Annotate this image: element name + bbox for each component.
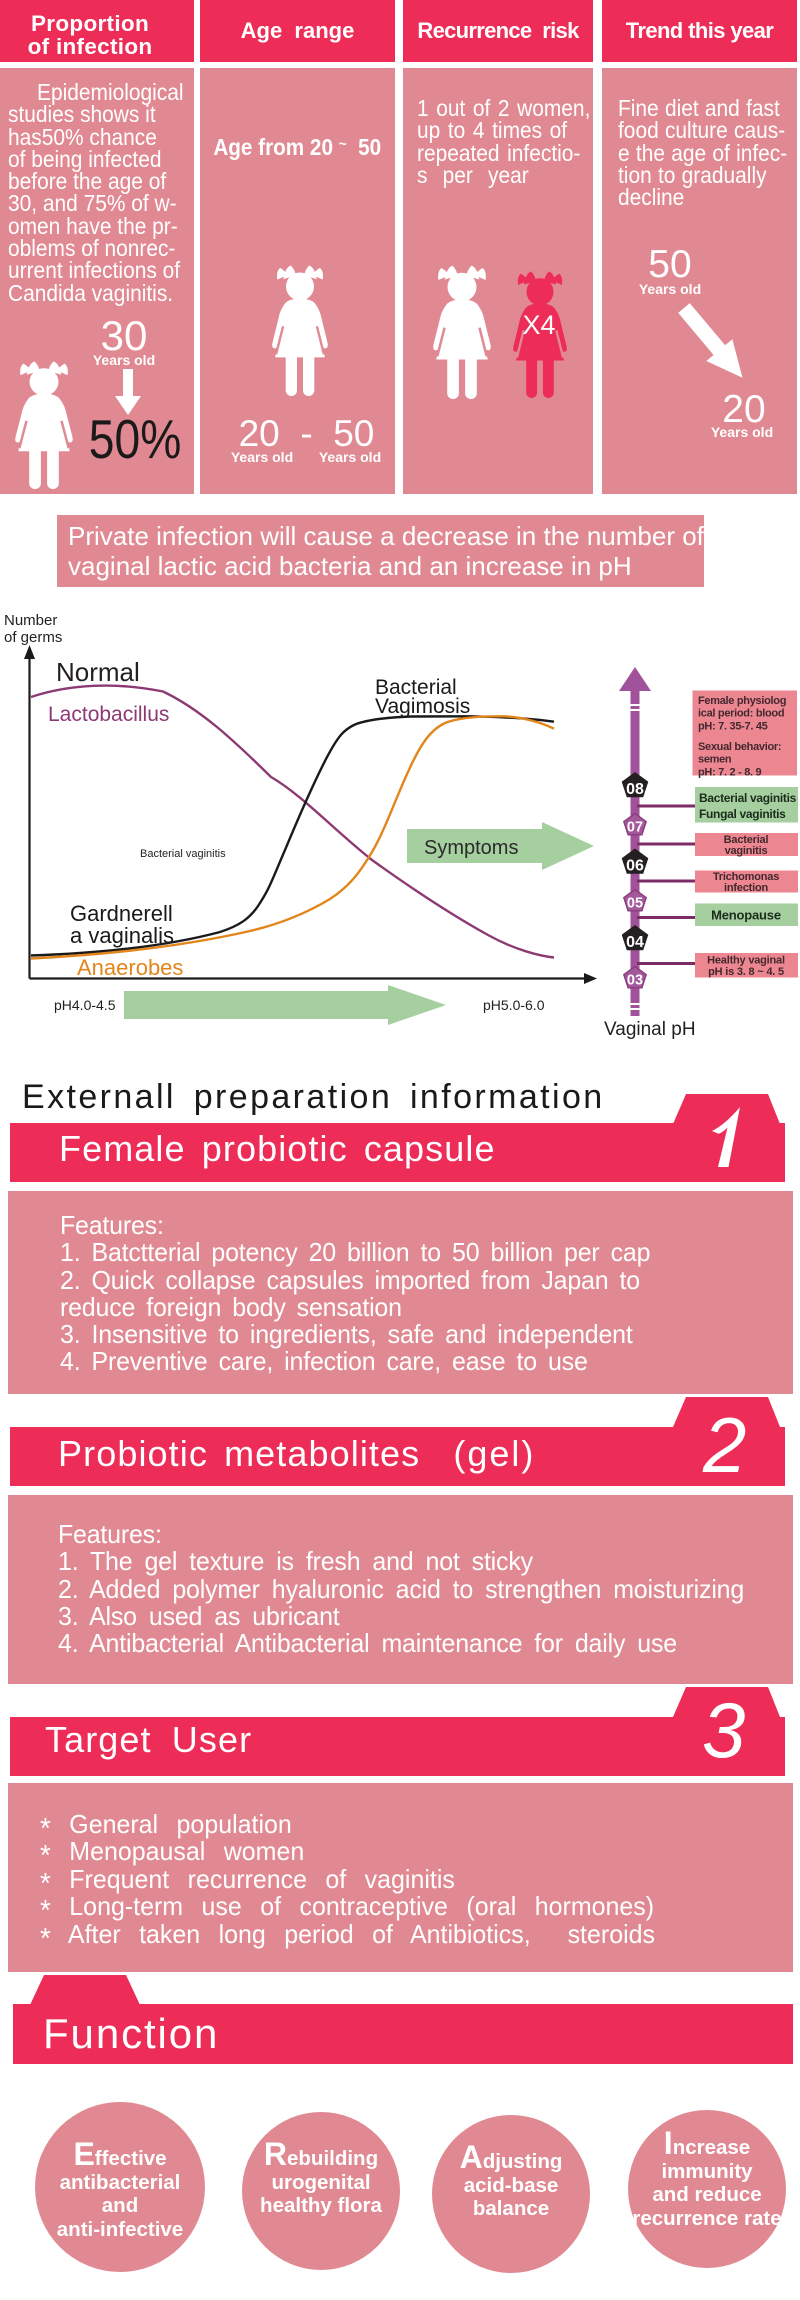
svg-text:Healthy vaginal: Healthy vaginal (707, 955, 785, 967)
svg-text:08: 08 (626, 781, 644, 798)
svg-text:Anaerobes: Anaerobes (77, 955, 183, 980)
svg-text:pH is 3. 8 ~ 4. 5: pH is 3. 8 ~ 4. 5 (708, 966, 784, 978)
svg-text:Gardnerell: Gardnerell (70, 901, 173, 926)
svg-text:vaginitis: vaginitis (725, 845, 768, 857)
svg-text:Female physiolog: Female physiolog (698, 695, 786, 707)
svg-text:Number: Number (4, 612, 57, 629)
svg-text:04: 04 (626, 934, 644, 951)
svg-text:ical period: blood: ical period: blood (698, 708, 784, 720)
svg-text:Vagimosis: Vagimosis (375, 695, 470, 718)
svg-text:07: 07 (627, 820, 643, 836)
svg-text:Menopause: Menopause (711, 908, 781, 923)
svg-text:of germs: of germs (4, 629, 62, 646)
svg-text:pH: 7. 35-7. 45: pH: 7. 35-7. 45 (698, 720, 768, 732)
svg-text:Sexual behavior:: Sexual behavior: (698, 741, 781, 753)
svg-text:Trichomonas: Trichomonas (713, 871, 779, 883)
svg-text:03: 03 (627, 973, 643, 989)
svg-text:Symptoms: Symptoms (424, 837, 518, 859)
svg-text:Lactobacillus: Lactobacillus (48, 703, 169, 726)
svg-text:Fungal vaginitis: Fungal vaginitis (699, 807, 786, 821)
svg-text:semen: semen (698, 754, 732, 766)
svg-text:Vaginal pH: Vaginal pH (604, 1019, 696, 1040)
svg-text:Bacterial vaginitis: Bacterial vaginitis (140, 848, 226, 860)
svg-text:06: 06 (626, 858, 644, 875)
svg-text:pH5.0-6.0: pH5.0-6.0 (483, 997, 545, 1013)
svg-text:Normal: Normal (56, 657, 140, 687)
svg-text:infection: infection (724, 882, 769, 894)
svg-text:Bacterial vaginitis: Bacterial vaginitis (699, 791, 797, 805)
svg-text:Bacterial: Bacterial (375, 676, 457, 699)
svg-text:05: 05 (627, 896, 643, 912)
svg-text:a vaginalis: a vaginalis (70, 923, 174, 948)
svg-text:pH: 7. 2 - 8. 9: pH: 7. 2 - 8. 9 (698, 766, 762, 778)
svg-text:pH4.0-4.5: pH4.0-4.5 (54, 997, 116, 1013)
svg-text:Bacterial: Bacterial (724, 834, 769, 846)
